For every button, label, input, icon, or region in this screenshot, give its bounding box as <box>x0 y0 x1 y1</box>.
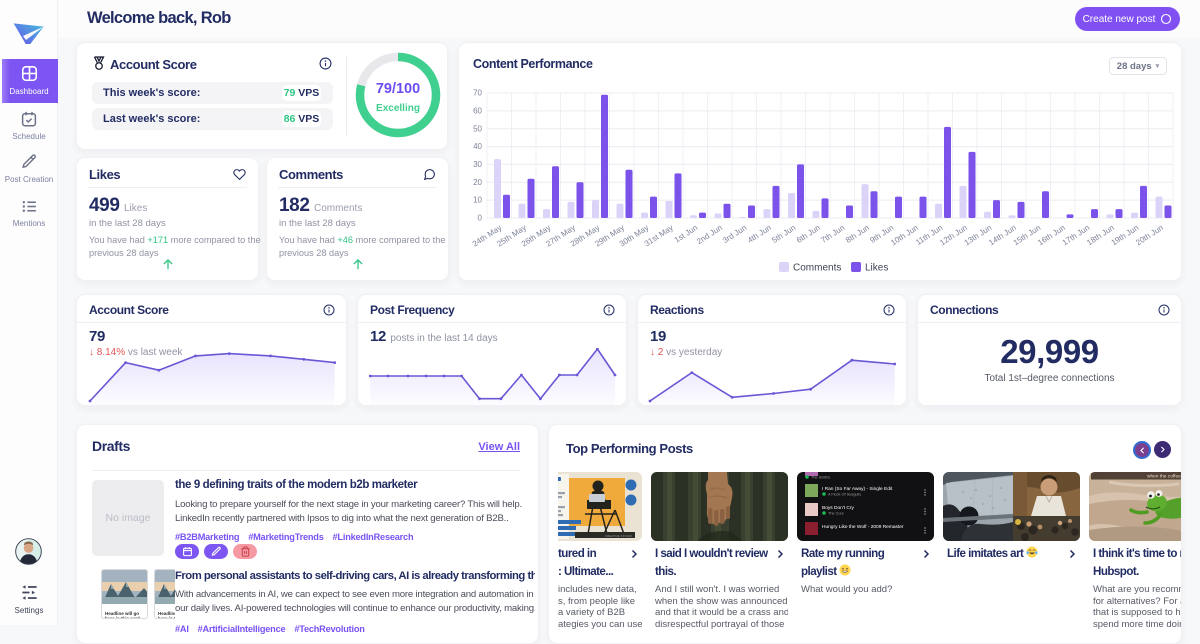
svg-text:70: 70 <box>473 89 482 98</box>
svg-text:when the coffee kicks in: when the coffee kicks in <box>1147 474 1182 480</box>
svg-text:3rd Jun: 3rd Jun <box>721 223 748 245</box>
svg-text:Hungry Like the Wolf - 2009 Re: Hungry Like the Wolf - 2009 Remaster <box>822 524 904 530</box>
svg-text:1st Jun: 1st Jun <box>673 223 700 245</box>
svg-text:Boys Don't Cry: Boys Don't Cry <box>822 505 854 511</box>
svg-text:2nd Jun: 2nd Jun <box>695 223 724 246</box>
svg-text:5th Jun: 5th Jun <box>770 223 797 245</box>
svg-text:10th Jun: 10th Jun <box>889 223 920 247</box>
svg-text:40: 40 <box>473 142 482 151</box>
svg-text:A Flock Of Seagulls: A Flock Of Seagulls <box>828 493 861 497</box>
svg-text:8th Jun: 8th Jun <box>844 223 871 245</box>
svg-text:60: 60 <box>473 107 482 116</box>
svg-text:CREATIVE STUDIO: CREATIVE STUDIO <box>605 534 633 538</box>
svg-text:20th Jun: 20th Jun <box>1134 223 1165 247</box>
svg-text:The Cure: The Cure <box>828 512 844 516</box>
svg-text:I Ran (So Far Away) - Single E: I Ran (So Far Away) - Single Edit <box>822 486 893 492</box>
svg-text:7th Jun: 7th Jun <box>819 223 846 245</box>
svg-text:Comments: Comments <box>793 263 841 274</box>
svg-text:30: 30 <box>473 160 482 169</box>
svg-text:0: 0 <box>478 214 483 223</box>
svg-text:Likes: Likes <box>865 263 888 274</box>
svg-text:20: 20 <box>473 178 482 187</box>
svg-text:79/100: 79/100 <box>376 81 420 97</box>
svg-text:50: 50 <box>473 124 482 133</box>
svg-text:4th Jun: 4th Jun <box>746 223 773 245</box>
svg-text:6th Jun: 6th Jun <box>795 223 822 245</box>
svg-text:The Smiths: The Smiths <box>811 476 830 480</box>
svg-text:10: 10 <box>473 196 482 205</box>
svg-text:Excelling: Excelling <box>376 103 420 114</box>
